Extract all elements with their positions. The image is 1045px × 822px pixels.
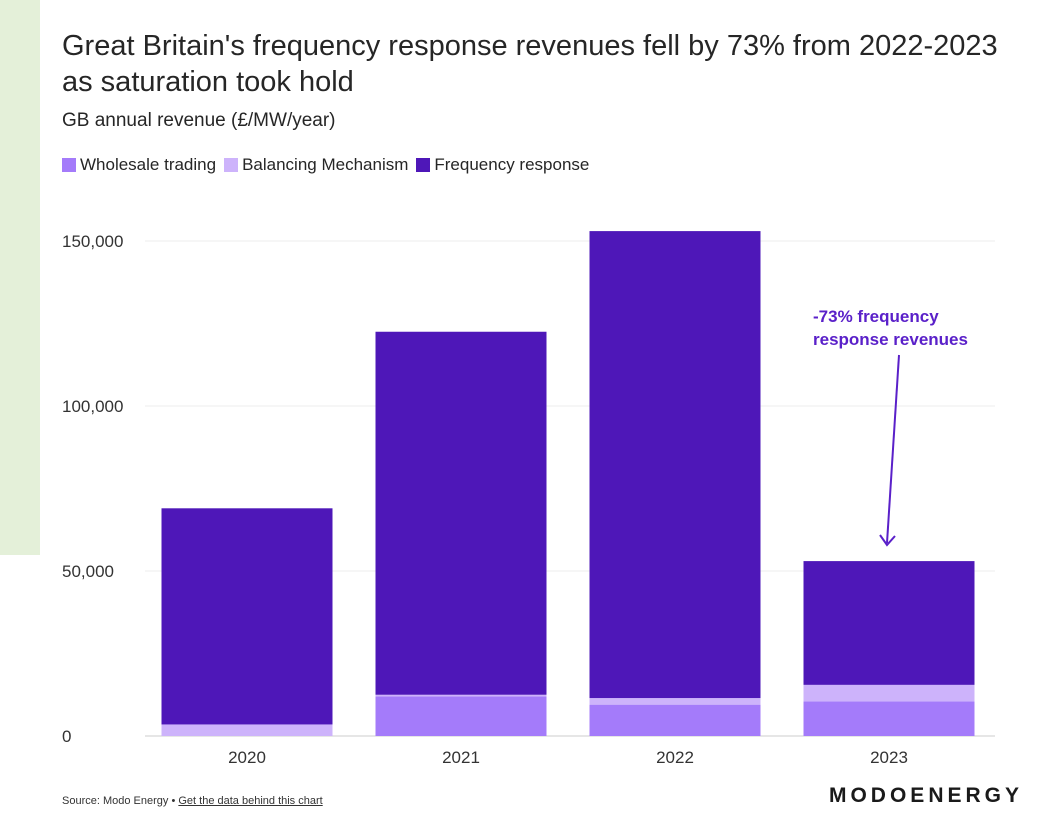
legend: Wholesale trading Balancing Mechanism Fr… <box>62 155 597 175</box>
data-link[interactable]: Get the data behind this chart <box>178 795 323 807</box>
bar-segment <box>375 694 547 697</box>
x-tick-label: 2020 <box>228 748 266 767</box>
y-tick-label: 100,000 <box>62 397 123 416</box>
bar-segment <box>161 724 333 736</box>
bar-segment <box>803 561 975 685</box>
y-tick-label: 0 <box>62 727 71 746</box>
y-tick-label: 150,000 <box>62 232 123 251</box>
x-tick-label: 2021 <box>442 748 480 767</box>
bar-segment <box>375 696 547 736</box>
legend-swatch-balancing <box>224 158 239 172</box>
annotation-arrow-shaft <box>886 354 900 544</box>
legend-swatch-wholesale <box>62 158 76 172</box>
bar-segment <box>161 508 333 725</box>
legend-swatch-frequency <box>416 158 431 172</box>
legend-label-wholesale: Wholesale trading <box>80 155 217 174</box>
modo-energy-logo: MODOENERGY <box>828 784 1023 807</box>
bar-segment <box>589 698 761 705</box>
annotation-arrow-head <box>879 534 896 547</box>
source-prefix: Source: Modo Energy • <box>62 795 176 807</box>
bar-segment <box>589 704 761 736</box>
legend-label-frequency: Frequency response <box>434 155 590 174</box>
chart-subtitle: GB annual revenue (£/MW/year) <box>62 110 336 131</box>
bar-segment <box>375 331 547 695</box>
x-tick-label: 2022 <box>656 748 694 767</box>
bar-segment <box>803 684 975 702</box>
source-note: Source: Modo Energy • Get the data behin… <box>62 795 323 807</box>
bar-segment <box>589 231 761 699</box>
annotation-line1: -73% frequency <box>813 307 939 326</box>
legend-item-frequency: Frequency response <box>416 155 589 175</box>
bar-segment <box>803 701 975 736</box>
y-tick-label: 50,000 <box>62 562 114 581</box>
chart-title: Great Britain's frequency response reven… <box>62 30 998 98</box>
x-tick-label: 2023 <box>870 748 908 767</box>
legend-label-balancing: Balancing Mechanism <box>242 155 409 174</box>
legend-item-wholesale: Wholesale trading <box>62 155 216 175</box>
legend-item-balancing: Balancing Mechanism <box>224 155 408 175</box>
annotation-line2: response revenues <box>813 330 968 349</box>
